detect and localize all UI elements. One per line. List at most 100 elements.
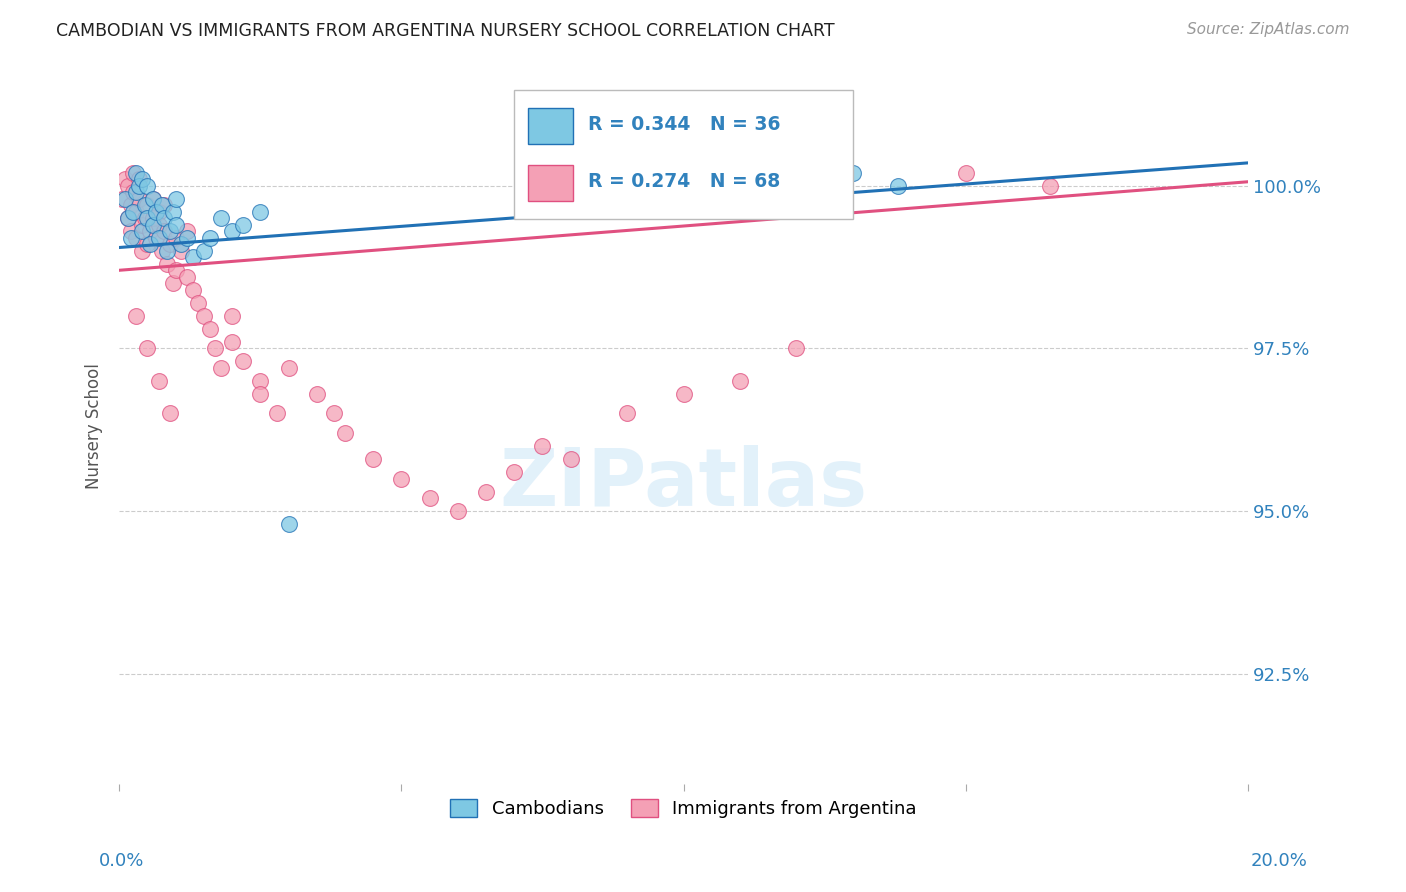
Text: R = 0.274   N = 68: R = 0.274 N = 68 <box>588 172 780 191</box>
Point <box>134 211 156 226</box>
Point <box>165 218 187 232</box>
Point <box>277 517 299 532</box>
Point <box>616 407 638 421</box>
Point <box>305 387 328 401</box>
Point <box>125 204 148 219</box>
Point <box>447 504 470 518</box>
Point <box>560 452 582 467</box>
Point <box>131 218 153 232</box>
Point <box>955 166 977 180</box>
Text: 20.0%: 20.0% <box>1251 852 1308 870</box>
Point <box>1039 178 1062 193</box>
Point <box>128 178 150 193</box>
Point <box>134 198 156 212</box>
Point <box>153 211 176 226</box>
Point <box>125 166 148 180</box>
Point <box>139 224 162 238</box>
Point <box>136 211 159 226</box>
Point <box>125 185 148 199</box>
Point <box>198 231 221 245</box>
Point <box>249 374 271 388</box>
FancyBboxPatch shape <box>527 165 574 201</box>
Point <box>136 237 159 252</box>
Point <box>148 374 170 388</box>
Point <box>125 231 148 245</box>
FancyBboxPatch shape <box>515 90 853 219</box>
Point <box>170 237 193 252</box>
Point <box>209 360 232 375</box>
Point <box>165 192 187 206</box>
FancyBboxPatch shape <box>527 108 574 144</box>
Y-axis label: Nursery School: Nursery School <box>86 364 103 490</box>
Text: 0.0%: 0.0% <box>98 852 143 870</box>
Point <box>136 178 159 193</box>
Point <box>322 407 344 421</box>
Point <box>165 263 187 277</box>
Point <box>120 231 142 245</box>
Point <box>162 204 184 219</box>
Point <box>128 172 150 186</box>
Point <box>221 334 243 349</box>
Point <box>785 342 807 356</box>
Point <box>136 198 159 212</box>
Point <box>150 244 173 258</box>
Point <box>165 231 187 245</box>
Point <box>111 192 134 206</box>
Point <box>159 237 181 252</box>
Point <box>232 354 254 368</box>
Point <box>114 172 136 186</box>
Point <box>120 198 142 212</box>
Point <box>249 387 271 401</box>
Point <box>232 218 254 232</box>
Point <box>125 309 148 323</box>
Point <box>333 425 356 440</box>
Point <box>117 211 139 226</box>
Point <box>193 309 215 323</box>
Point <box>139 237 162 252</box>
Point <box>156 244 179 258</box>
Point <box>128 192 150 206</box>
Point <box>181 250 204 264</box>
Point <box>842 166 865 180</box>
Point <box>181 283 204 297</box>
Point <box>531 439 554 453</box>
Point <box>187 295 209 310</box>
Point <box>117 178 139 193</box>
Point <box>131 224 153 238</box>
Text: ZIPatlas: ZIPatlas <box>499 445 868 523</box>
Point <box>148 218 170 232</box>
Point <box>204 342 226 356</box>
Point <box>150 198 173 212</box>
Point <box>176 231 198 245</box>
Point <box>122 185 145 199</box>
Point <box>198 322 221 336</box>
Point <box>277 360 299 375</box>
Point <box>221 224 243 238</box>
Text: R = 0.344   N = 36: R = 0.344 N = 36 <box>588 115 780 134</box>
Point <box>131 244 153 258</box>
Point <box>122 204 145 219</box>
Point <box>142 192 165 206</box>
Point <box>145 204 167 219</box>
Point <box>153 224 176 238</box>
Point <box>117 211 139 226</box>
Point <box>728 374 751 388</box>
Point <box>159 407 181 421</box>
Point <box>419 491 441 505</box>
Point <box>120 224 142 238</box>
Point <box>266 407 288 421</box>
Point <box>221 309 243 323</box>
Point <box>142 211 165 226</box>
Point <box>176 224 198 238</box>
Text: Source: ZipAtlas.com: Source: ZipAtlas.com <box>1187 22 1350 37</box>
Point <box>391 471 413 485</box>
Point <box>176 269 198 284</box>
Point <box>148 204 170 219</box>
Point <box>156 257 179 271</box>
Point <box>136 342 159 356</box>
Point <box>672 387 695 401</box>
Legend: Cambodians, Immigrants from Argentina: Cambodians, Immigrants from Argentina <box>443 792 924 825</box>
Point <box>887 178 910 193</box>
Point <box>148 231 170 245</box>
Point <box>114 192 136 206</box>
